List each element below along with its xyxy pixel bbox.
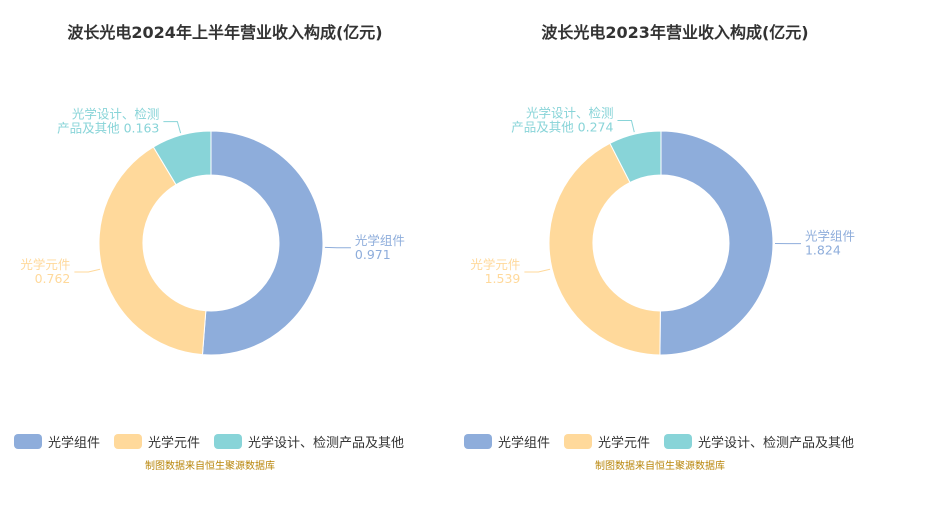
legend: 光学组件 光学元件 光学设计、检测产品及其他	[464, 432, 868, 451]
data-label-1: 1.539	[485, 271, 521, 286]
donut-slice-0[interactable]	[659, 130, 774, 356]
legend-label: 光学设计、检测产品及其他	[248, 436, 405, 451]
legend-label: 光学组件	[48, 436, 101, 451]
chart-panel-2023: 波长光电2023年营业收入构成(亿元) 光学组件 1.824 光学元件 1.539 光学…	[450, 0, 900, 508]
data-label-1: 光学元件	[20, 257, 70, 272]
legend-label: 光学组件	[498, 436, 551, 451]
legend-label: 光学元件	[598, 436, 651, 451]
chart-title: 波长光电2023年营业收入构成(亿元)	[541, 23, 809, 42]
legend-item-design-testing-other[interactable]: 光学设计、检测产品及其他	[214, 432, 404, 451]
donut-slice-2[interactable]	[609, 130, 662, 184]
legend-item-optical-elements[interactable]: 光学元件	[564, 432, 650, 451]
data-label-0: 0.971	[355, 247, 391, 262]
data-label-1: 光学元件	[470, 257, 520, 272]
donut-slice-1[interactable]	[98, 146, 207, 356]
data-label-2: 产品及其他 0.163	[57, 121, 159, 136]
data-label-0: 光学组件	[805, 229, 855, 244]
legend-swatch	[114, 434, 143, 449]
legend-swatch	[664, 434, 693, 449]
legend-item-optical-components[interactable]: 光学组件	[464, 432, 550, 451]
data-label-2: 光学设计、检测	[526, 106, 614, 121]
data-label-1: 0.762	[35, 271, 71, 286]
legend-swatch	[564, 434, 593, 449]
legend-swatch	[464, 434, 492, 449]
legend-label: 光学元件	[148, 436, 201, 451]
legend-item-design-testing-other[interactable]: 光学设计、检测产品及其他	[664, 432, 854, 451]
data-label-0: 光学组件	[355, 233, 405, 248]
data-label-2: 产品及其他 0.274	[511, 120, 613, 135]
chart-panel-2024h1: 波长光电2024年上半年营业收入构成(亿元) 光学组件 0.971 光学元件 0.76…	[0, 0, 450, 508]
donut-slice-1[interactable]	[548, 142, 661, 356]
data-label-2: 光学设计、检测	[72, 107, 160, 122]
leader-line-2	[163, 121, 182, 134]
leader-line-2	[617, 120, 635, 133]
donut-slice-0[interactable]	[201, 130, 324, 356]
leader-line-1	[74, 268, 101, 273]
data-label-0: 1.824	[805, 243, 841, 258]
legend-item-optical-components[interactable]: 光学组件	[14, 432, 100, 451]
chart-title: 波长光电2024年上半年营业收入构成(亿元)	[67, 23, 383, 42]
legend-label: 光学设计、检测产品及其他	[698, 436, 855, 451]
legend-swatch	[214, 434, 243, 449]
legend: 光学组件 光学元件 光学设计、检测产品及其他	[14, 432, 418, 451]
legend-swatch	[14, 434, 42, 449]
leader-line-1	[524, 268, 551, 273]
donut-slice-2[interactable]	[152, 130, 212, 186]
legend-item-optical-elements[interactable]: 光学元件	[114, 432, 200, 451]
source-note: 制图数据来自恒生聚源数据库	[595, 461, 725, 472]
source-note: 制图数据来自恒生聚源数据库	[145, 461, 275, 472]
